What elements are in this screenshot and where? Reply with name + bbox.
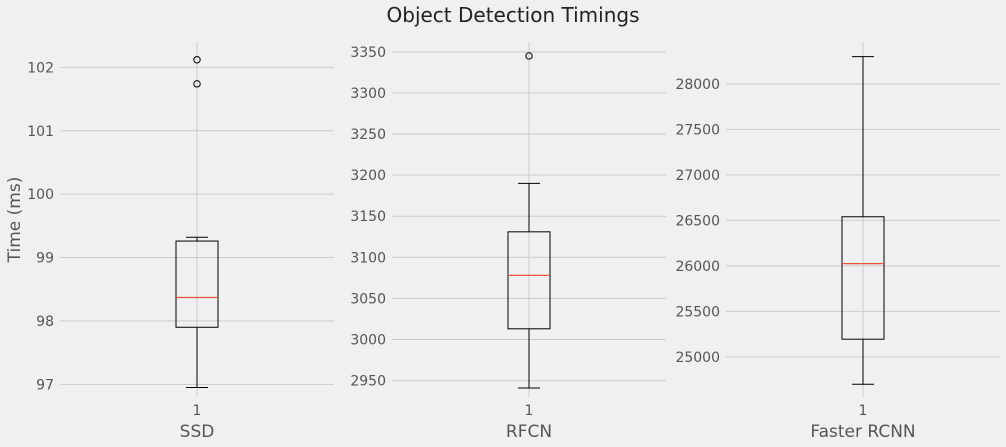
y-tick-label: 27500 (675, 122, 720, 138)
chart-title: Object Detection Timings (387, 3, 640, 27)
y-tick-label: 3200 (350, 168, 386, 184)
y-tick-label: 25000 (675, 350, 720, 366)
x-axis-label: Faster RCNN (810, 422, 915, 442)
y-tick-label: 102 (27, 60, 54, 76)
iqr-box (175, 240, 219, 328)
subplot-1: 97 98 99 100 101 102 1 SSD Time (ms) (5, 42, 334, 442)
subplots: 97 98 99 100 101 102 1 SSD Time (ms) 2950 3000 3050… (5, 42, 1000, 442)
y-tick-label: 100 (27, 187, 54, 203)
y-tick-label: 28000 (675, 77, 720, 93)
y-tick-label: 98 (36, 314, 54, 330)
x-tick-label: 1 (859, 403, 868, 419)
y-tick-label: 3150 (350, 209, 386, 225)
subplot-2: 2950 3000 3050 3100 3150 3200 3250 3300 3350 1 RFC… (350, 42, 666, 442)
y-axis-label: Time (ms) (5, 177, 25, 264)
iqr-box (507, 231, 551, 330)
y-tick-label: 3300 (350, 86, 386, 102)
y-tick-label: 25500 (675, 304, 720, 320)
y-tick-label: 26000 (675, 259, 720, 275)
y-tick-label: 3350 (350, 45, 386, 61)
outlier-point (193, 56, 201, 64)
subplot-3: 25000 25500 26000 26500 27000 27500 28000 1 Fast… (675, 42, 1000, 442)
y-tick-label: 97 (36, 377, 54, 393)
x-axis-label: SSD (180, 422, 215, 442)
y-tick-label: 27000 (675, 168, 720, 184)
x-tick-label: 1 (525, 403, 534, 419)
y-tick-label: 101 (27, 124, 54, 140)
y-tick-label: 2950 (350, 374, 386, 390)
outlier-point (193, 80, 201, 88)
y-tick-label: 26500 (675, 213, 720, 229)
x-axis-label: RFCN (506, 422, 552, 442)
x-tick-label: 1 (193, 403, 202, 419)
y-tick-label: 3000 (350, 332, 386, 348)
y-tick-label: 3100 (350, 250, 386, 266)
iqr-box (841, 216, 885, 340)
y-tick-label: 3050 (350, 291, 386, 307)
outlier-point (525, 52, 533, 60)
y-tick-label: 3250 (350, 127, 386, 143)
y-tick-label: 99 (36, 251, 54, 267)
